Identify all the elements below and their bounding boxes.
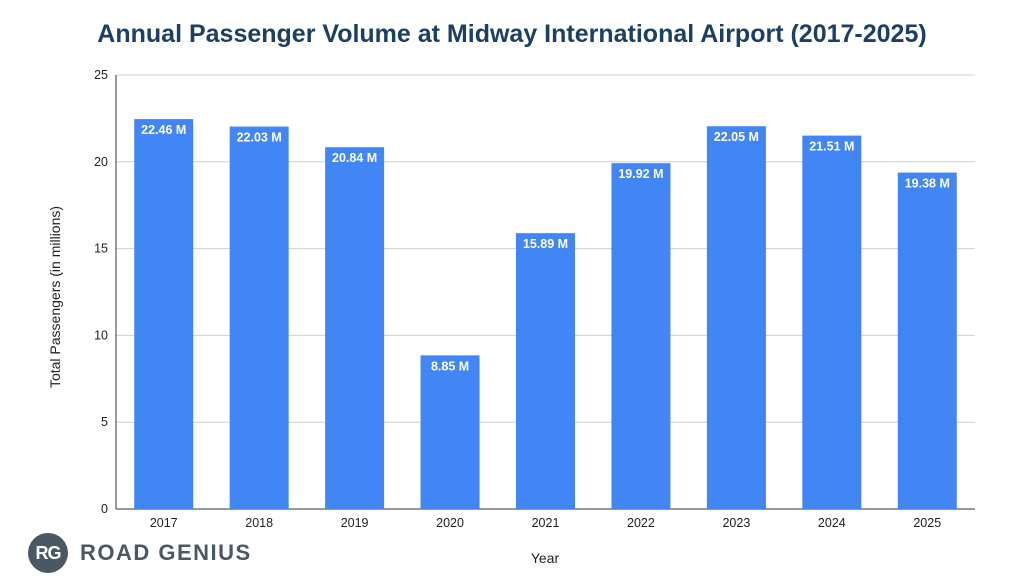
x-tick-label: 2025 (913, 516, 941, 530)
x-tick-label: 2020 (436, 516, 464, 530)
data-label: 22.03 M (237, 131, 282, 145)
data-label: 19.92 M (618, 167, 663, 181)
y-axis-ticks: 0 5 10 15 20 25 (94, 68, 108, 516)
logo-badge: RG (28, 533, 68, 573)
bar-2020 (420, 355, 480, 509)
bar-2021 (516, 233, 575, 509)
data-label: 20.84 M (332, 151, 377, 165)
y-tick-label: 20 (94, 155, 108, 169)
data-label: 22.05 M (714, 130, 759, 144)
x-tick-label: 2023 (722, 516, 750, 530)
data-label: 19.38 M (905, 177, 950, 191)
y-tick-label: 5 (101, 415, 108, 429)
y-axis-label: Total Passengers (in millions) (47, 206, 63, 388)
chart-title: Annual Passenger Volume at Midway Intern… (97, 20, 926, 48)
y-tick-label: 0 (101, 502, 108, 516)
bar-2018 (229, 126, 289, 509)
x-tick-label: 2018 (245, 516, 273, 530)
x-tick-label: 2021 (532, 516, 560, 530)
y-tick-label: 10 (94, 328, 108, 342)
y-tick-label: 25 (94, 68, 108, 82)
x-tick-label: 2017 (150, 516, 178, 530)
bars: 22.46 M 22.03 M 20.84 M 8.85 M 15.89 M 19.92 … (134, 119, 957, 510)
x-tick-label: 2024 (818, 516, 846, 530)
x-tick-label: 2022 (627, 516, 655, 530)
bar-2022 (611, 163, 671, 510)
data-label: 22.46 M (141, 123, 186, 137)
bar-2025 (897, 172, 957, 509)
x-axis-ticks: 2017 2018 2019 2020 2021 2022 2023 2024 2025 (150, 516, 941, 530)
data-label: 8.85 M (431, 359, 469, 373)
bar-2024 (802, 135, 862, 509)
road-genius-logo: RG ROAD GENIUS (28, 533, 252, 573)
x-axis-label: Year (531, 550, 560, 566)
bar-2023 (706, 126, 766, 509)
y-tick-label: 15 (94, 242, 108, 256)
data-label: 21.51 M (809, 140, 854, 154)
x-tick-label: 2019 (341, 516, 369, 530)
bar-2019 (325, 147, 385, 510)
data-label: 15.89 M (523, 237, 568, 251)
logo-text: ROAD GENIUS (80, 540, 252, 565)
bar-2017 (134, 119, 194, 510)
